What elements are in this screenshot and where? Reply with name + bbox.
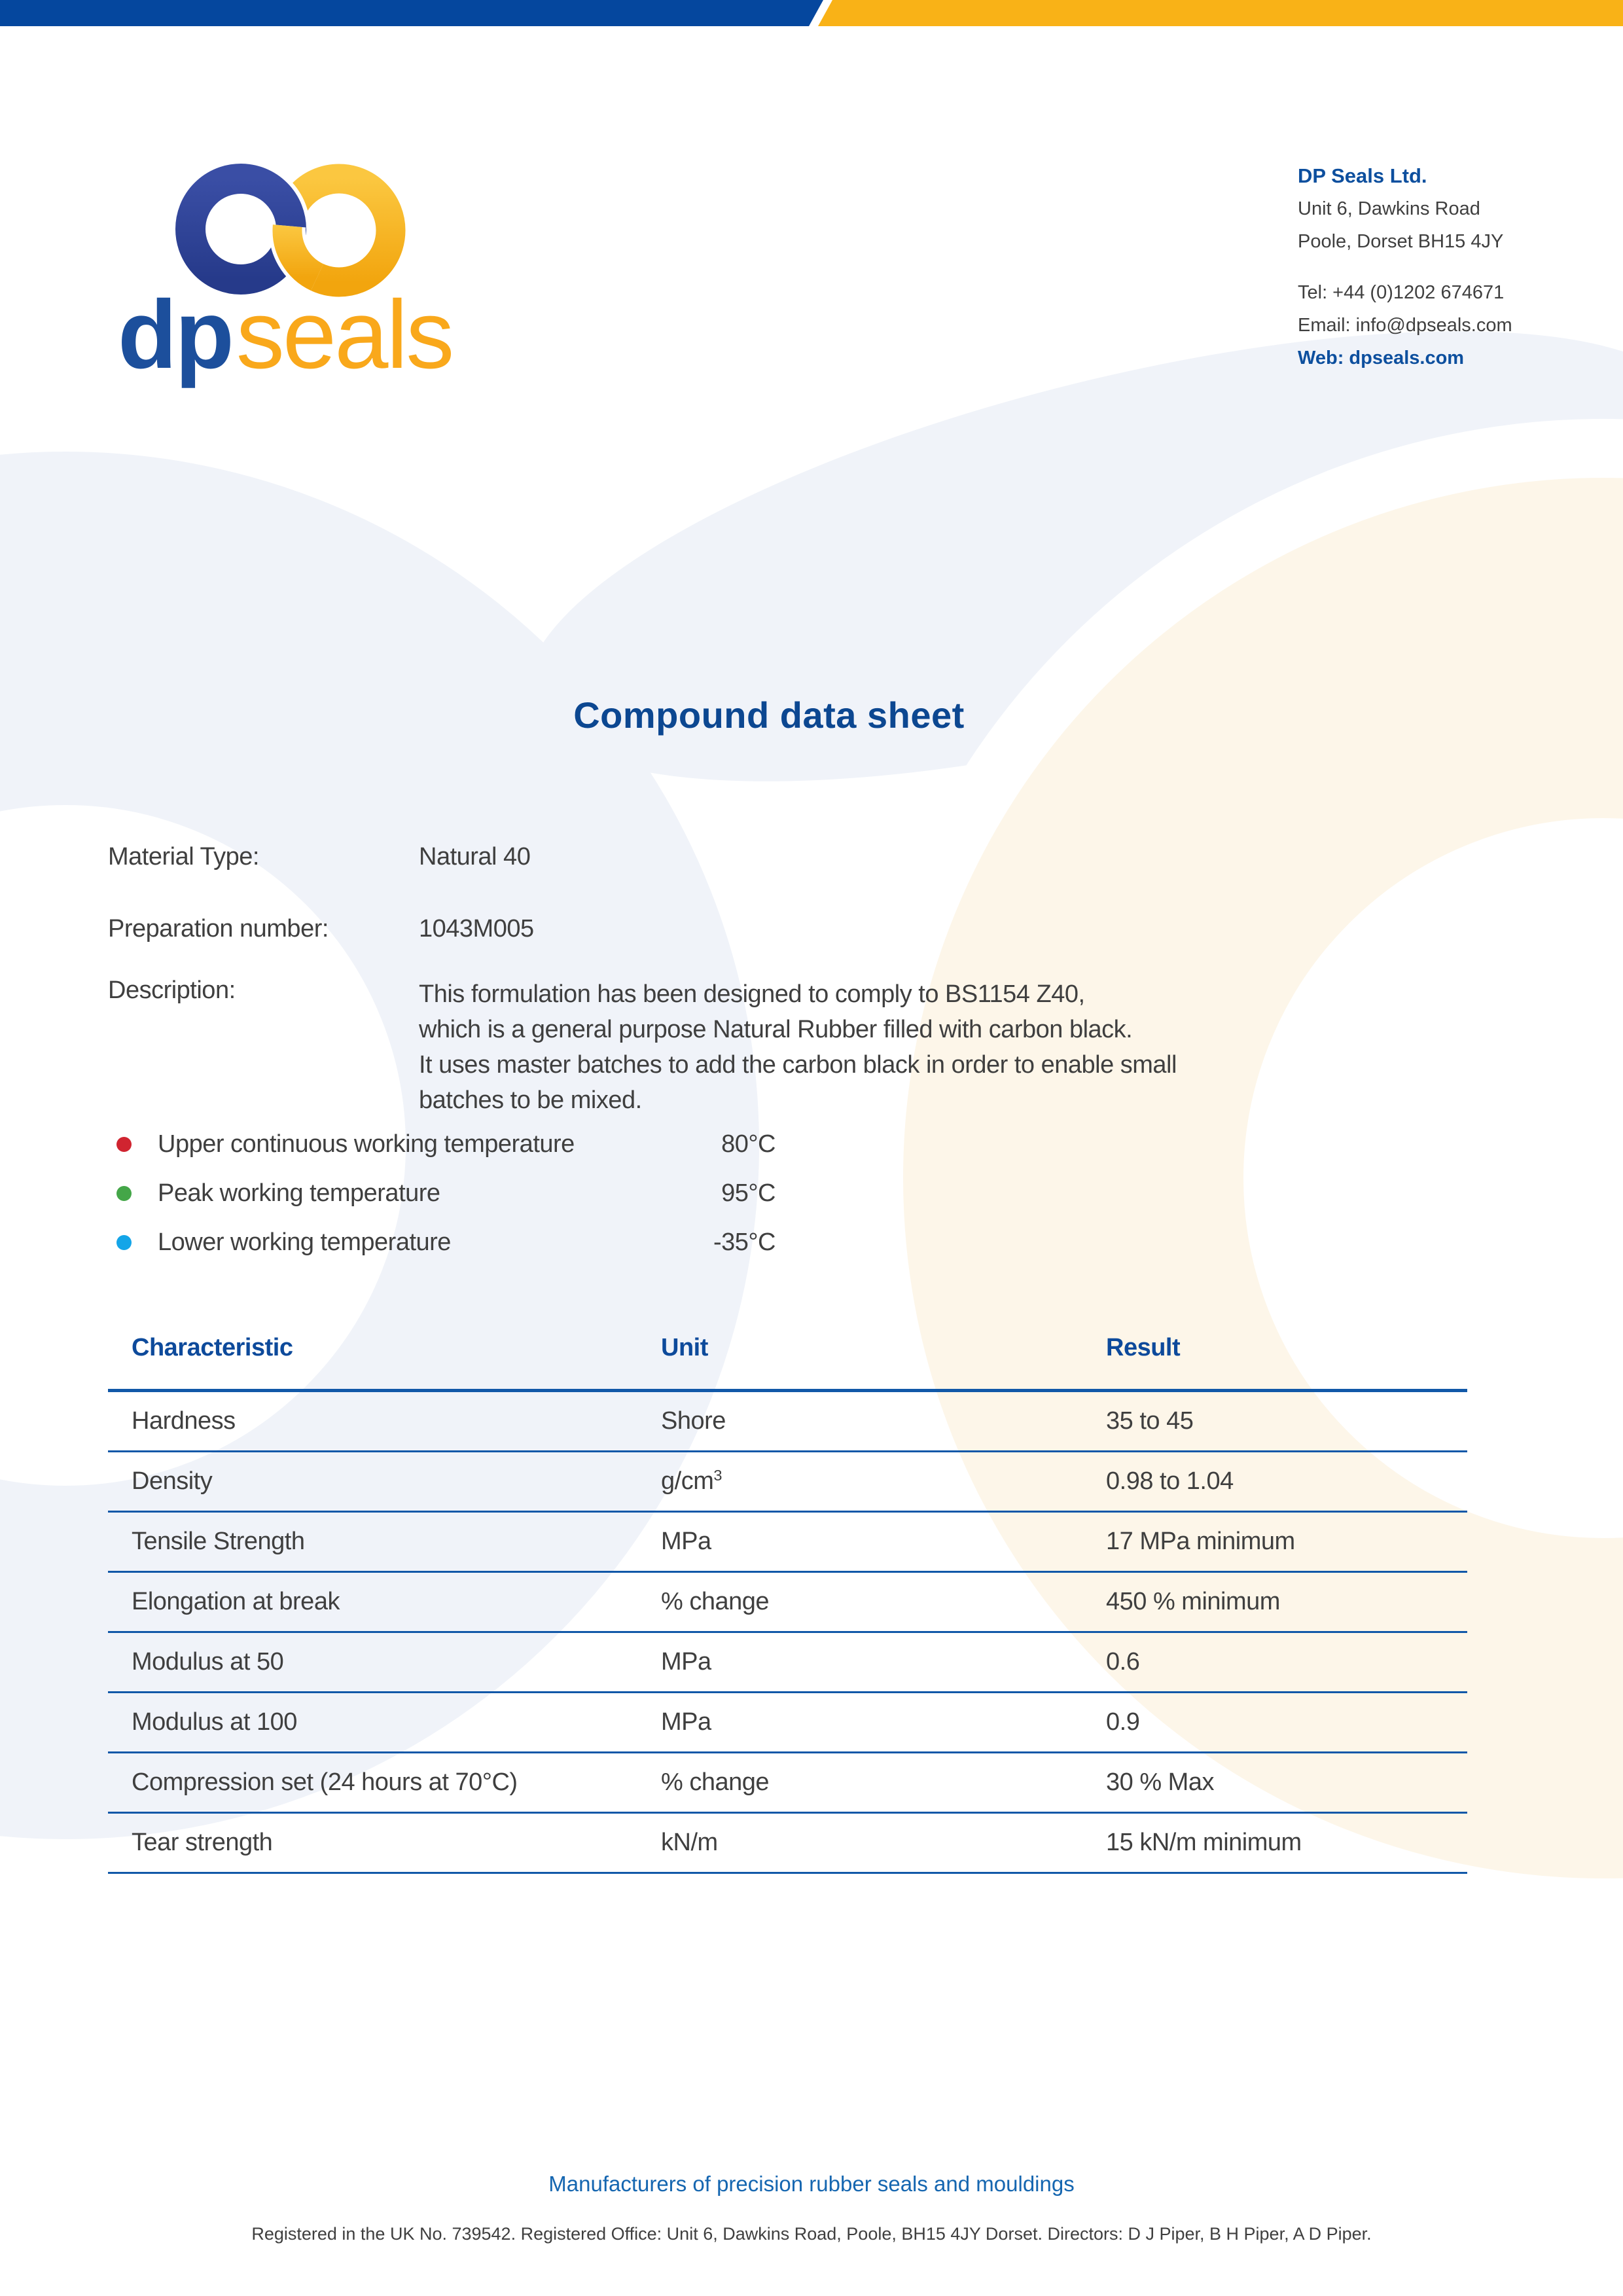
characteristics-table: Characteristic Unit Result Hardness Shore… <box>108 1330 1467 1874</box>
unit-superscript: 3 <box>713 1467 722 1484</box>
bullet-dot-icon <box>116 1185 132 1201</box>
logo-text-dp: dp <box>118 281 234 389</box>
cell-result: 0.9 <box>1106 1708 1140 1736</box>
temperature-value: -35°C <box>713 1228 776 1256</box>
cell-result: 35 to 45 <box>1106 1407 1194 1435</box>
cell-result: 450 % minimum <box>1106 1588 1280 1615</box>
cell-result: 30 % Max <box>1106 1768 1214 1796</box>
cell-result: 15 kN/m minimum <box>1106 1829 1302 1856</box>
bullet-dot-icon <box>116 1136 132 1152</box>
temperature-value: 80°C <box>721 1130 776 1158</box>
top-bar-yellow-segment <box>818 0 1623 26</box>
table-body: Hardness Shore 35 to 45 Density g/cm3 0.98 to… <box>108 1392 1467 1874</box>
logo-rings-icon <box>171 160 409 300</box>
page-title: Compound data sheet <box>573 694 965 736</box>
top-bar-blue-segment <box>0 0 823 26</box>
cell-unit: Shore <box>661 1407 726 1435</box>
preparation-number-value: 1043M005 <box>419 915 534 942</box>
description-label: Description: <box>108 977 236 1004</box>
cell-unit: kN/m <box>661 1829 718 1856</box>
temperature-item: Peak working temperature 95°C <box>108 1170 776 1217</box>
cell-characteristic: Hardness <box>132 1407 236 1435</box>
cell-result: 17 MPa minimum <box>1106 1528 1295 1555</box>
table-header-rule <box>108 1389 1467 1392</box>
email-line[interactable]: Email: info@dpseals.com <box>1298 315 1512 336</box>
cell-unit: g/cm3 <box>661 1467 722 1495</box>
description-text: This formulation has been designed to co… <box>419 980 1177 1114</box>
cell-unit: MPa <box>661 1648 711 1676</box>
preparation-number-row: Preparation number: 1043M005 <box>108 915 534 943</box>
footer-tagline: Manufacturers of precision rubber seals … <box>548 2172 1075 2196</box>
cell-result: 0.98 to 1.04 <box>1106 1467 1234 1495</box>
temperature-label: Lower working temperature <box>158 1228 451 1256</box>
phone-line: Tel: +44 (0)1202 674671 <box>1298 282 1505 303</box>
header-unit: Unit <box>661 1334 708 1361</box>
cell-unit: MPa <box>661 1708 711 1736</box>
address-line-2: Poole, Dorset BH15 4JY <box>1298 231 1504 252</box>
cell-result: 0.6 <box>1106 1648 1140 1676</box>
cell-characteristic: Density <box>132 1467 213 1495</box>
table-header-row: Characteristic Unit Result <box>108 1330 1467 1389</box>
contact-block: DP Seals Ltd. Unit 6, Dawkins Road Poole… <box>1298 160 1512 374</box>
cell-characteristic: Modulus at 100 <box>132 1708 297 1736</box>
cell-characteristic: Tensile Strength <box>132 1528 305 1555</box>
preparation-number-label: Preparation number: <box>108 915 329 942</box>
temperature-label: Upper continuous working temperature <box>158 1130 575 1158</box>
temperature-value: 95°C <box>721 1179 776 1207</box>
top-color-bar <box>0 0 1623 26</box>
cell-unit: % change <box>661 1588 770 1615</box>
bullet-dot-icon <box>116 1234 132 1250</box>
website-link[interactable]: Web: dpseals.com <box>1298 348 1465 368</box>
table-row: Hardness Shore 35 to 45 <box>108 1392 1467 1452</box>
cell-characteristic: Tear strength <box>132 1829 273 1856</box>
dp-seals-logo: dpseals <box>118 158 484 407</box>
temperature-list: Upper continuous working temperature 80°C… <box>108 1121 776 1268</box>
address-line-1: Unit 6, Dawkins Road <box>1298 198 1480 219</box>
table-row: Tensile Strength MPa 17 MPa minimum <box>108 1513 1467 1573</box>
logo-wordmark: dpseals <box>118 287 454 384</box>
table-row: Density g/cm3 0.98 to 1.04 <box>108 1452 1467 1513</box>
table-row: Compression set (24 hours at 70°C) % chan… <box>108 1753 1467 1814</box>
cell-characteristic: Modulus at 50 <box>132 1648 284 1676</box>
footer-legal-text: Registered in the UK No. 739542. Registe… <box>251 2224 1372 2244</box>
cell-unit: MPa <box>661 1528 711 1555</box>
cell-characteristic: Compression set (24 hours at 70°C) <box>132 1768 518 1796</box>
logo-text-seals: seals <box>236 281 455 389</box>
description-row: Description: This formulation has been d… <box>108 977 1177 1118</box>
header-characteristic: Characteristic <box>132 1334 293 1361</box>
material-type-label: Material Type: <box>108 843 259 870</box>
temperature-item: Lower working temperature -35°C <box>108 1219 776 1266</box>
table-row: Elongation at break % change 450 % minimum <box>108 1573 1467 1633</box>
temperature-label: Peak working temperature <box>158 1179 440 1207</box>
temperature-item: Upper continuous working temperature 80°C <box>108 1121 776 1168</box>
company-name: DP Seals Ltd. <box>1298 164 1427 187</box>
header-result: Result <box>1106 1334 1181 1361</box>
table-row: Tear strength kN/m 15 kN/m minimum <box>108 1814 1467 1874</box>
cell-unit: % change <box>661 1768 770 1796</box>
table-row: Modulus at 100 MPa 0.9 <box>108 1693 1467 1753</box>
cell-characteristic: Elongation at break <box>132 1588 340 1615</box>
table-row: Modulus at 50 MPa 0.6 <box>108 1633 1467 1693</box>
material-type-value: Natural 40 <box>419 843 531 870</box>
material-type-row: Material Type: Natural 40 <box>108 843 531 871</box>
